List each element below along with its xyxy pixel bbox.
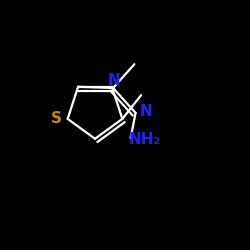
Text: S: S (51, 112, 62, 126)
Text: N: N (140, 104, 152, 119)
Text: N: N (108, 73, 121, 88)
Text: NH₂: NH₂ (128, 132, 160, 147)
